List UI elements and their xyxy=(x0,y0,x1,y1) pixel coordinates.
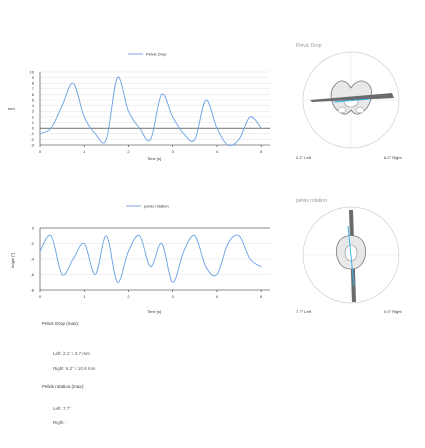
y-tick-label: 0 xyxy=(32,225,35,230)
gauge-title: pelvis rotation xyxy=(296,198,327,204)
y-axis-label: Angle [°] xyxy=(10,253,15,268)
x-tick-label: 5 xyxy=(260,294,263,299)
pelvic-drop-heading: Pelvic Drop (max): xyxy=(42,321,80,326)
y-tick-label: -8 xyxy=(30,287,34,292)
y-tick-label: 2 xyxy=(32,114,35,119)
pelvis-rotation-heading: Pelvis rotation (max): xyxy=(42,384,85,389)
y-axis-label: mm xyxy=(8,106,15,111)
pelvic-drop-gauge-panel: Pelvic Drop 2.1° Left 6.2° Right xyxy=(290,38,410,168)
pelvis-rotation-right: Right: - xyxy=(53,420,68,425)
x-tick-label: 1 xyxy=(83,149,86,154)
y-tick-label: -4 xyxy=(30,256,34,261)
y-tick-label: 3 xyxy=(32,109,35,114)
gauge-right-label: 0.0° Right xyxy=(384,309,402,314)
y-tick-label: 1 xyxy=(32,120,35,125)
pelvic-drop-left: Left: 2.1° / 3.7 mm xyxy=(53,351,90,356)
pelvis-rotation-gauge: pelvis rotation 7.7° Left 0.0° Right xyxy=(296,198,402,314)
x-tick-label: 3 xyxy=(172,149,175,154)
legend-label: pelvis rotation xyxy=(144,204,169,209)
pelvic-drop-right: Right: 6.2° / 10.9 mm xyxy=(53,366,96,371)
x-tick-label: 5 xyxy=(260,149,263,154)
y-tick-label: 0 xyxy=(32,126,35,131)
pelvis-rotation-chart: 0 -2 -4 -6 -8 0 1 2 3 4 5 pelvis rotation Angle [… xyxy=(10,204,270,314)
x-tick-label: 4 xyxy=(216,294,219,299)
x-axis-label: Time [s] xyxy=(147,156,161,161)
x-tick-label: 1 xyxy=(83,294,86,299)
x-tick-label: 2 xyxy=(127,294,130,299)
y-tick-label: 10 xyxy=(30,69,35,74)
y-tick-label: 8 xyxy=(32,81,35,86)
gauge-left-label: 7.7° Left xyxy=(296,309,312,314)
gauge-right-label: 6.2° Right xyxy=(384,155,402,160)
y-tick-label: -6 xyxy=(30,272,34,277)
pelvis-rotation-gauge-panel: pelvis rotation 7.7° Left 0.0° Right xyxy=(290,190,410,318)
rotation-indicator xyxy=(347,225,355,287)
y-tick-label: 9 xyxy=(32,75,35,80)
pelvis-rotation-left: Left: 7.7° xyxy=(53,406,72,411)
y-tick-label: 4 xyxy=(32,103,35,108)
y-tick-label: 5 xyxy=(32,97,35,102)
gauge-left-label: 2.1° Left xyxy=(296,155,312,160)
y-tick-label: 7 xyxy=(32,86,35,91)
x-axis-label: Time [s] xyxy=(147,309,161,314)
legend-label: Pelvic Drop xyxy=(146,52,167,57)
x-tick-label: 0 xyxy=(39,149,42,154)
gauge-title: Pelvic Drop xyxy=(296,43,322,49)
y-tick-label: -2 xyxy=(30,137,34,142)
y-tick-label: 6 xyxy=(32,92,35,97)
pelvic-drop-series xyxy=(39,76,262,147)
drop-indicator xyxy=(333,98,371,103)
y-tick-label: -2 xyxy=(30,241,34,246)
y-tick-label: -3 xyxy=(30,142,34,147)
x-tick-label: 4 xyxy=(216,149,219,154)
drop-wedge xyxy=(310,93,394,102)
pelvic-drop-gauge: Pelvic Drop 2.1° Left 6.2° Right xyxy=(296,43,402,160)
pelvis-rotation-series xyxy=(39,234,262,283)
x-tick-label: 2 xyxy=(127,149,130,154)
y-tick-label: -1 xyxy=(30,131,34,136)
x-tick-label: 0 xyxy=(39,294,42,299)
x-tick-label: 3 xyxy=(172,294,175,299)
